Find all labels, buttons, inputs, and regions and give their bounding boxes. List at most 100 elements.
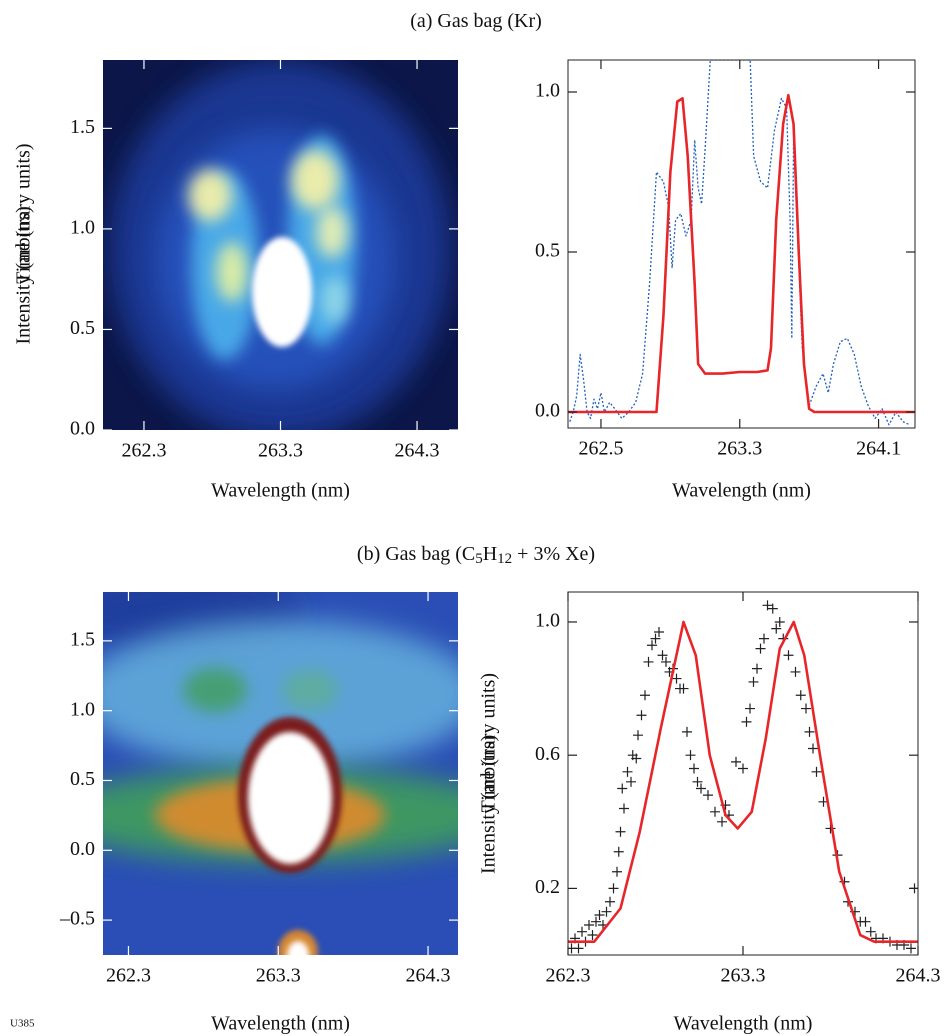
y-tick-label: 1.0 <box>535 610 560 632</box>
data-point <box>647 640 657 651</box>
data-point <box>613 846 624 857</box>
y-axis-label: Time (ns) <box>478 735 500 813</box>
series-line <box>568 620 918 943</box>
y-tick-label: 1.5 <box>70 116 95 138</box>
data-point <box>731 756 741 767</box>
data-point <box>619 803 629 814</box>
subscript: 12 <box>497 551 512 567</box>
image-intensity <box>287 941 309 955</box>
data-point <box>696 783 706 794</box>
title-text: (b) Gas bag (C <box>357 543 475 565</box>
data-point <box>594 910 605 921</box>
data-point <box>790 666 801 677</box>
x-axis-label: Wavelength (nm) <box>674 1013 813 1035</box>
x-tick-label: 262.5 <box>578 438 623 460</box>
image-intensity <box>252 237 312 347</box>
data-point <box>654 626 664 637</box>
x-axis-label: Wavelength (nm) <box>672 480 811 502</box>
data-point <box>689 763 699 774</box>
data-point <box>608 883 619 894</box>
data-point <box>650 633 661 644</box>
image-intensity <box>103 620 458 770</box>
y-tick-label: 0.0 <box>70 838 95 860</box>
data-point <box>622 766 633 777</box>
data-point <box>661 656 671 667</box>
image-intensity <box>183 668 247 712</box>
data-point <box>783 650 794 661</box>
data-point <box>682 726 692 737</box>
plot-area <box>103 592 458 955</box>
x-tick-label: 264.3 <box>406 965 451 987</box>
section-title: (a) Gas bag (Kr) <box>410 10 542 32</box>
data-point <box>703 790 713 801</box>
subscript: 5 <box>475 551 483 567</box>
data-point <box>605 896 615 907</box>
data-point <box>795 690 806 701</box>
x-tick-label: 264.1 <box>856 438 901 460</box>
data-point <box>643 656 654 667</box>
data-point <box>617 783 628 794</box>
x-tick-label: 262.3 <box>121 440 166 462</box>
data-point <box>636 710 647 721</box>
data-point <box>584 920 594 931</box>
data-point <box>615 826 626 837</box>
y-tick-label: 0.0 <box>535 400 560 422</box>
image-intensity <box>282 670 338 710</box>
y-tick-label: 0.0 <box>70 418 95 440</box>
data-point <box>692 776 703 787</box>
data-point <box>752 663 762 674</box>
data-point <box>762 600 773 611</box>
data-point <box>865 926 876 937</box>
data-point <box>631 753 642 764</box>
x-axis-label: Wavelength (nm) <box>211 480 350 502</box>
data-point <box>678 683 689 694</box>
data-point <box>811 766 822 777</box>
data-point <box>717 816 727 827</box>
title-text: (a) Gas bag (Kr) <box>410 10 542 32</box>
series-line <box>568 93 915 414</box>
data-point <box>591 916 601 927</box>
data-point <box>671 673 682 684</box>
data-point <box>710 806 720 817</box>
data-point <box>657 650 668 661</box>
data-point <box>906 943 916 954</box>
y-axis-label: Time (ns) <box>13 206 35 284</box>
data-point <box>633 730 643 741</box>
y-tick-label: 0.5 <box>70 317 95 339</box>
y-tick-label: –0.5 <box>59 908 95 930</box>
y-tick-label: 0.5 <box>535 240 560 262</box>
data-point <box>804 726 815 737</box>
y-tick-label: 1.0 <box>70 698 95 720</box>
data-point <box>808 743 818 754</box>
x-axis-label: Wavelength (nm) <box>211 1013 350 1035</box>
x-tick-label: 263.3 <box>717 438 762 460</box>
y-axis-label: Intensity (arbitrary units) <box>13 143 35 344</box>
x-tick-label: 264.3 <box>896 965 941 987</box>
y-tick-label: 0.6 <box>535 743 560 765</box>
x-tick-label: 262.3 <box>106 965 151 987</box>
data-point <box>577 926 587 937</box>
x-tick-label: 264.3 <box>395 440 440 462</box>
y-axis-label: Intensity (arbitrary units) <box>478 673 500 874</box>
section-title: (b) Gas bag (C5H12 + 3% Xe) <box>357 543 595 567</box>
data-point <box>860 916 871 927</box>
x-tick-label: 262.3 <box>546 965 591 987</box>
title-text: + 3% Xe) <box>512 543 595 565</box>
y-tick-label: 0.5 <box>70 768 95 790</box>
data-point <box>801 703 811 714</box>
data-point <box>626 776 636 787</box>
plot-area <box>103 60 458 430</box>
image-intensity <box>321 276 349 324</box>
y-tick-label: 1.0 <box>70 217 95 239</box>
data-point <box>755 643 766 654</box>
data-point <box>759 633 769 644</box>
figure-label: U385 <box>10 1018 35 1030</box>
y-tick-label: 1.5 <box>70 628 95 650</box>
data-point <box>741 716 752 727</box>
data-point <box>573 943 584 954</box>
plot-frame <box>567 59 916 429</box>
y-tick-label: 1.0 <box>535 80 560 102</box>
title-text: H <box>483 543 497 565</box>
data-point <box>745 703 755 714</box>
